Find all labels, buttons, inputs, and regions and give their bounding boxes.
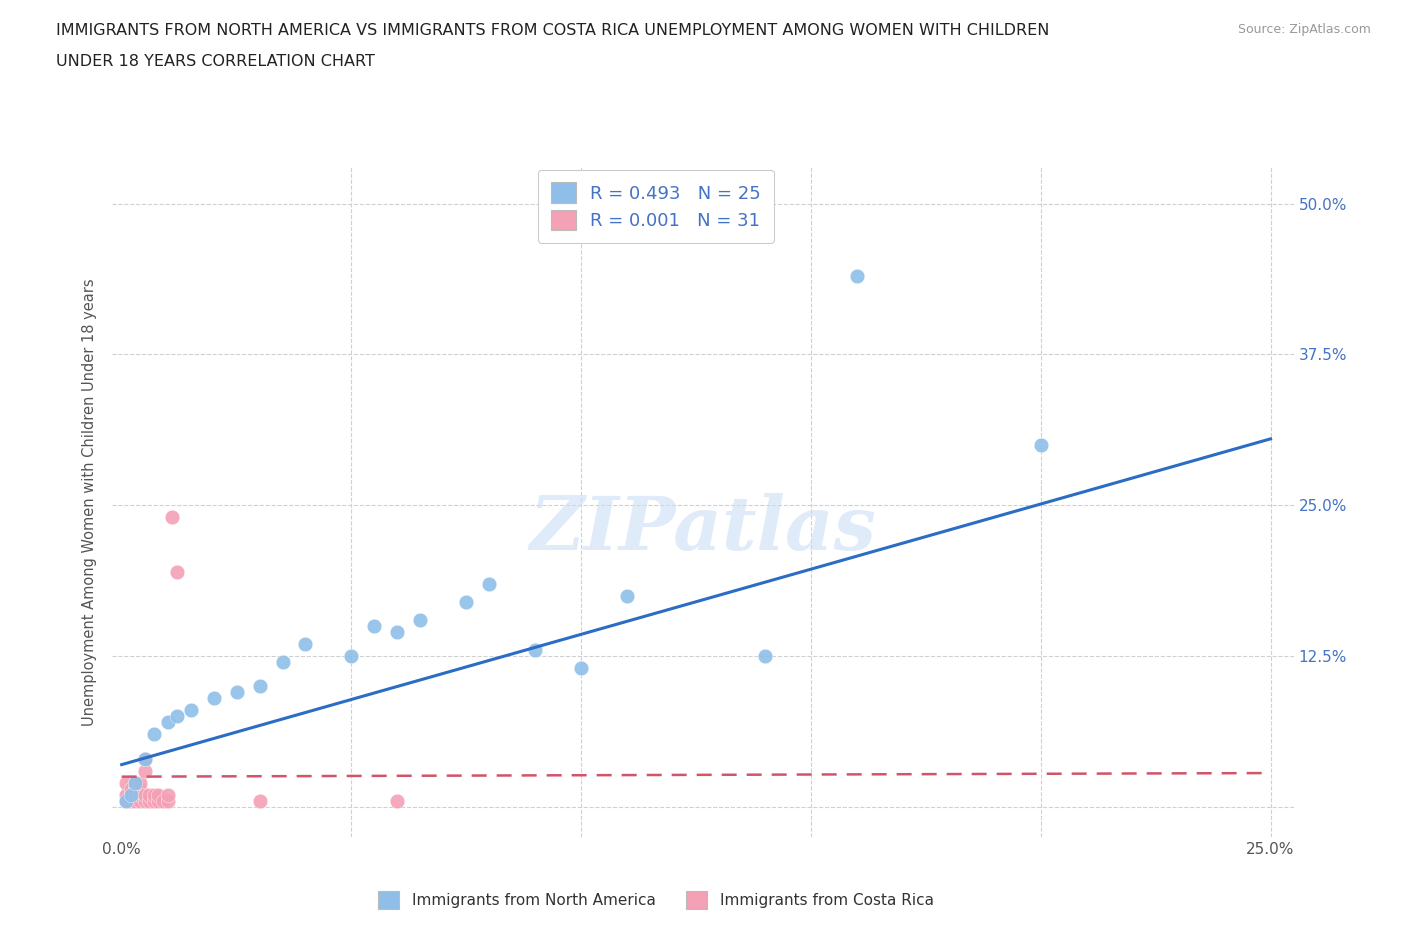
Point [156, 715, 179, 730]
Point [115, 793, 138, 808]
Point [134, 751, 156, 766]
Point [569, 660, 592, 675]
Point [129, 776, 152, 790]
Y-axis label: Unemployment Among Women with Children Under 18 years: Unemployment Among Women with Children U… [82, 278, 97, 726]
Point [120, 788, 142, 803]
Point [142, 788, 165, 803]
Point [142, 793, 165, 808]
Point [129, 788, 152, 803]
Point [180, 703, 202, 718]
Point [387, 624, 409, 639]
Point [225, 684, 247, 699]
Point [845, 269, 868, 284]
Point [166, 709, 188, 724]
Point [387, 793, 409, 808]
Point [129, 793, 152, 808]
Point [249, 679, 271, 694]
Point [409, 612, 432, 627]
Point [166, 565, 188, 579]
Point [124, 788, 146, 803]
Point [124, 776, 146, 790]
Point [134, 788, 156, 803]
Point [129, 781, 152, 796]
Point [120, 788, 142, 803]
Point [138, 793, 160, 808]
Point [363, 618, 385, 633]
Point [294, 636, 316, 651]
Text: IMMIGRANTS FROM NORTH AMERICA VS IMMIGRANTS FROM COSTA RICA UNEMPLOYMENT AMONG W: IMMIGRANTS FROM NORTH AMERICA VS IMMIGRA… [56, 23, 1050, 38]
Point [124, 776, 146, 790]
Point [156, 793, 179, 808]
Point [202, 691, 225, 706]
Point [456, 594, 478, 609]
Point [152, 793, 174, 808]
Legend: Immigrants from North America, Immigrants from Costa Rica: Immigrants from North America, Immigrant… [370, 884, 941, 916]
Point [754, 648, 776, 663]
Point [478, 577, 501, 591]
Point [134, 764, 156, 778]
Text: UNDER 18 YEARS CORRELATION CHART: UNDER 18 YEARS CORRELATION CHART [56, 54, 375, 69]
Point [134, 793, 156, 808]
Point [156, 788, 179, 803]
Point [616, 589, 638, 604]
Point [271, 655, 294, 670]
Point [115, 776, 138, 790]
Point [524, 643, 547, 658]
Point [115, 793, 138, 808]
Point [120, 781, 142, 796]
Point [134, 751, 156, 766]
Text: Source: ZipAtlas.com: Source: ZipAtlas.com [1237, 23, 1371, 36]
Point [249, 793, 271, 808]
Point [142, 727, 165, 742]
Point [148, 793, 170, 808]
Point [115, 788, 138, 803]
Point [124, 793, 146, 808]
Text: ZIPatlas: ZIPatlas [530, 493, 876, 565]
Point [160, 510, 183, 525]
Point [120, 793, 142, 808]
Point [1029, 437, 1052, 452]
Point [148, 788, 170, 803]
Point [124, 781, 146, 796]
Point [138, 788, 160, 803]
Point [340, 648, 363, 663]
